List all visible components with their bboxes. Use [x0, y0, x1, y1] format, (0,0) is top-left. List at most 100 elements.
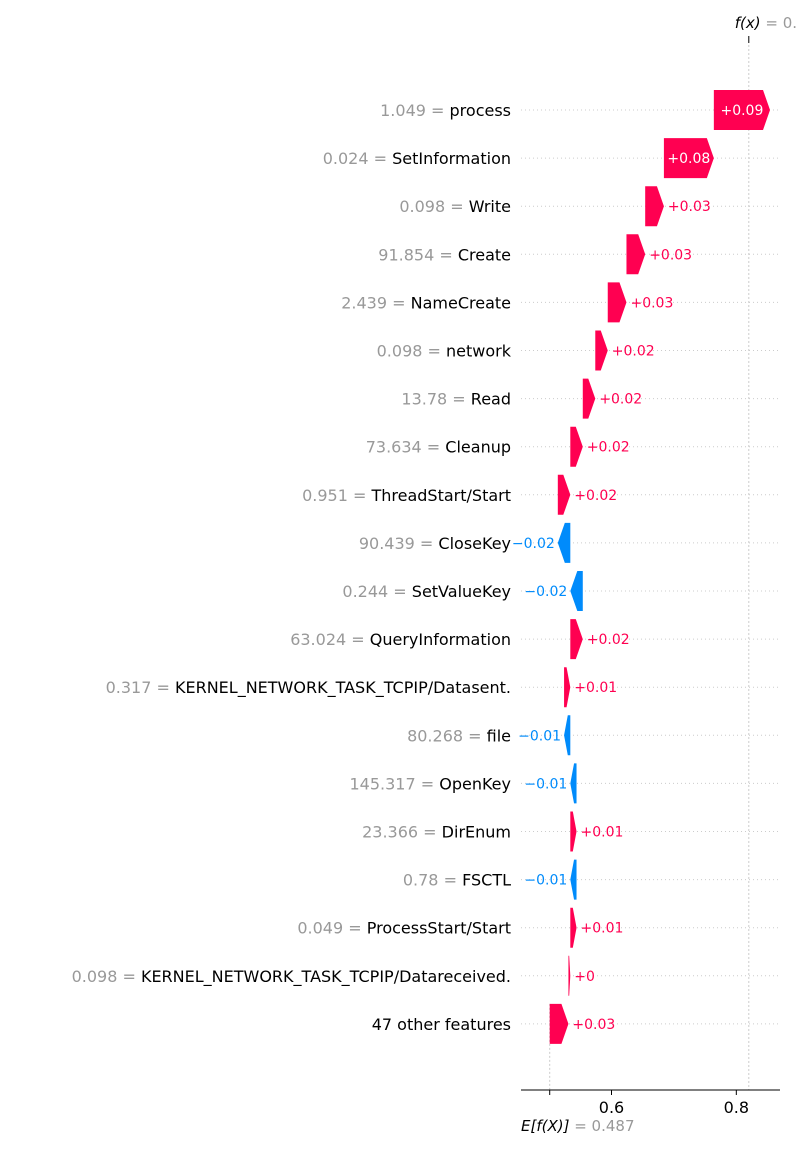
- base-value-annotation: E[f(X)] = 0.487: [521, 1117, 635, 1135]
- contribution-label: −0.02: [512, 536, 555, 552]
- feature-name: SetValueKey: [412, 582, 511, 601]
- feature-name: KERNEL_NETWORK_TASK_TCPIP/Datareceived.: [141, 967, 511, 987]
- negative-contribution-bar: [570, 859, 577, 900]
- feature-label: 91.854 = Create: [378, 245, 511, 264]
- contribution-label: +0.02: [599, 392, 642, 408]
- feature-value: 0.317 =: [106, 678, 175, 697]
- contribution-label: +0.02: [612, 344, 655, 360]
- feature-label: 13.78 = Read: [401, 390, 511, 409]
- feature-name: NameCreate: [411, 293, 511, 312]
- contribution-label: −0.02: [524, 584, 567, 600]
- feature-name: DirEnum: [442, 823, 511, 842]
- feature-value: 0.098 =: [399, 197, 468, 216]
- feature-label: 0.098 = KERNEL_NETWORK_TASK_TCPIP/Datare…: [72, 967, 511, 987]
- feature-name: file: [487, 726, 511, 745]
- positive-contribution-bar: [595, 330, 608, 371]
- feature-value: 0.244 =: [342, 582, 411, 601]
- x-axis: 0.6 0.8 E[f(X)] = 0.487: [521, 1089, 780, 1135]
- feature-value: 2.439 =: [341, 293, 410, 312]
- feature-label: 23.366 = DirEnum: [362, 823, 511, 842]
- positive-contribution-bar: [570, 426, 583, 467]
- feature-value: 0.951 =: [302, 486, 371, 505]
- x-tick-label: 0.6: [599, 1098, 624, 1117]
- negative-contribution-bar: [557, 522, 571, 563]
- feature-label: 0.78 = FSCTL: [403, 871, 511, 890]
- feature-name: FSCTL: [462, 871, 511, 890]
- feature-name: ProcessStart/Start: [367, 919, 511, 938]
- feature-label: 0.951 = ThreadStart/Start: [302, 486, 511, 505]
- feature-name: OpenKey: [439, 774, 511, 793]
- feature-label: 63.024 = QueryInformation: [290, 630, 511, 649]
- feature-name: Cleanup: [445, 438, 511, 457]
- feature-name: Write: [469, 197, 511, 216]
- contribution-label: +0: [574, 969, 595, 985]
- feature-value: 1.049 =: [380, 101, 449, 120]
- positive-contribution-bar: [568, 955, 571, 996]
- contribution-label: +0.03: [572, 1017, 615, 1033]
- feature-label: 0.098 = network: [377, 342, 512, 361]
- x-tick-label: 0.8: [724, 1098, 749, 1117]
- feature-name: SetInformation: [392, 149, 511, 168]
- feature-value: 23.366 =: [362, 823, 442, 842]
- negative-contribution-bar: [570, 763, 577, 804]
- negative-contribution-bar: [570, 571, 583, 611]
- feature-value: 0.049 =: [297, 919, 366, 938]
- feature-value: 91.854 =: [378, 245, 458, 264]
- contribution-label: +0.03: [649, 247, 692, 263]
- feature-name: KERNEL_NETWORK_TASK_TCPIP/Datasent.: [175, 678, 511, 698]
- feature-label: 0.244 = SetValueKey: [342, 582, 511, 601]
- feature-value: 90.439 =: [359, 534, 439, 553]
- feature-label: 0.098 = Write: [399, 197, 511, 216]
- feature-name: ThreadStart/Start: [370, 486, 511, 505]
- positive-contribution-bar: [582, 378, 596, 419]
- feature-name: Create: [458, 245, 511, 264]
- contribution-label: +0.01: [581, 825, 624, 841]
- positive-contribution-bar: [549, 1003, 569, 1044]
- positive-contribution-bar: [607, 282, 627, 323]
- contribution-label: +0.08: [667, 151, 710, 167]
- feature-label: 2.439 = NameCreate: [341, 293, 511, 312]
- feature-label: 1.049 = process: [380, 101, 511, 120]
- feature-value: 0.78 =: [403, 871, 462, 890]
- positive-contribution-bar: [557, 474, 571, 515]
- bars: [549, 90, 771, 1044]
- feature-value: 80.268 =: [407, 726, 487, 745]
- contribution-label: +0.09: [720, 103, 763, 119]
- feature-label: 0.049 = ProcessStart/Start: [297, 919, 511, 938]
- positive-contribution-bar: [570, 619, 583, 660]
- feature-value: 0.024 =: [323, 149, 392, 168]
- base-value-text: = 0.487: [569, 1117, 634, 1135]
- feature-label: 73.634 = Cleanup: [366, 438, 511, 457]
- contribution-label: +0.02: [587, 632, 630, 648]
- positive-contribution-bar: [713, 90, 771, 130]
- positive-contribution-bar: [570, 811, 577, 852]
- contribution-label: +0.03: [668, 199, 711, 215]
- contribution-label: −0.01: [524, 776, 567, 792]
- contribution-label: +0.01: [581, 921, 624, 937]
- positive-contribution-bar: [564, 667, 571, 708]
- feature-label: 145.317 = OpenKey: [350, 774, 512, 793]
- contribution-label: +0.02: [574, 488, 617, 504]
- feature-value: 145.317 =: [350, 774, 440, 793]
- contribution-label: +0.02: [587, 440, 630, 456]
- feature-name: process: [450, 101, 511, 120]
- feature-value: 13.78 =: [401, 390, 470, 409]
- feature-label: 0.024 = SetInformation: [323, 149, 511, 168]
- feature-name: 47 other features: [372, 1015, 511, 1034]
- feature-value: 0.098 =: [72, 967, 141, 986]
- feature-value: 73.634 =: [366, 438, 446, 457]
- positive-contribution-bar: [570, 907, 577, 948]
- positive-contribution-bar: [663, 138, 714, 179]
- base-value-label: E[f(X)]: [521, 1117, 570, 1135]
- contribution-label: +0.03: [630, 295, 673, 311]
- feature-name: Read: [471, 390, 511, 409]
- feature-label: 0.317 = KERNEL_NETWORK_TASK_TCPIP/Datase…: [106, 678, 511, 698]
- feature-name: CloseKey: [438, 534, 511, 553]
- feature-label: 90.439 = CloseKey: [359, 534, 511, 553]
- feature-name: QueryInformation: [370, 630, 511, 649]
- contribution-label: −0.01: [518, 728, 561, 744]
- feature-labels: +0.09 1.049 = process +0.08 0.024 = SetInfo…: [72, 101, 764, 1034]
- output-annotation: f(x) = 0.: [735, 14, 797, 43]
- contribution-label: +0.01: [574, 680, 617, 696]
